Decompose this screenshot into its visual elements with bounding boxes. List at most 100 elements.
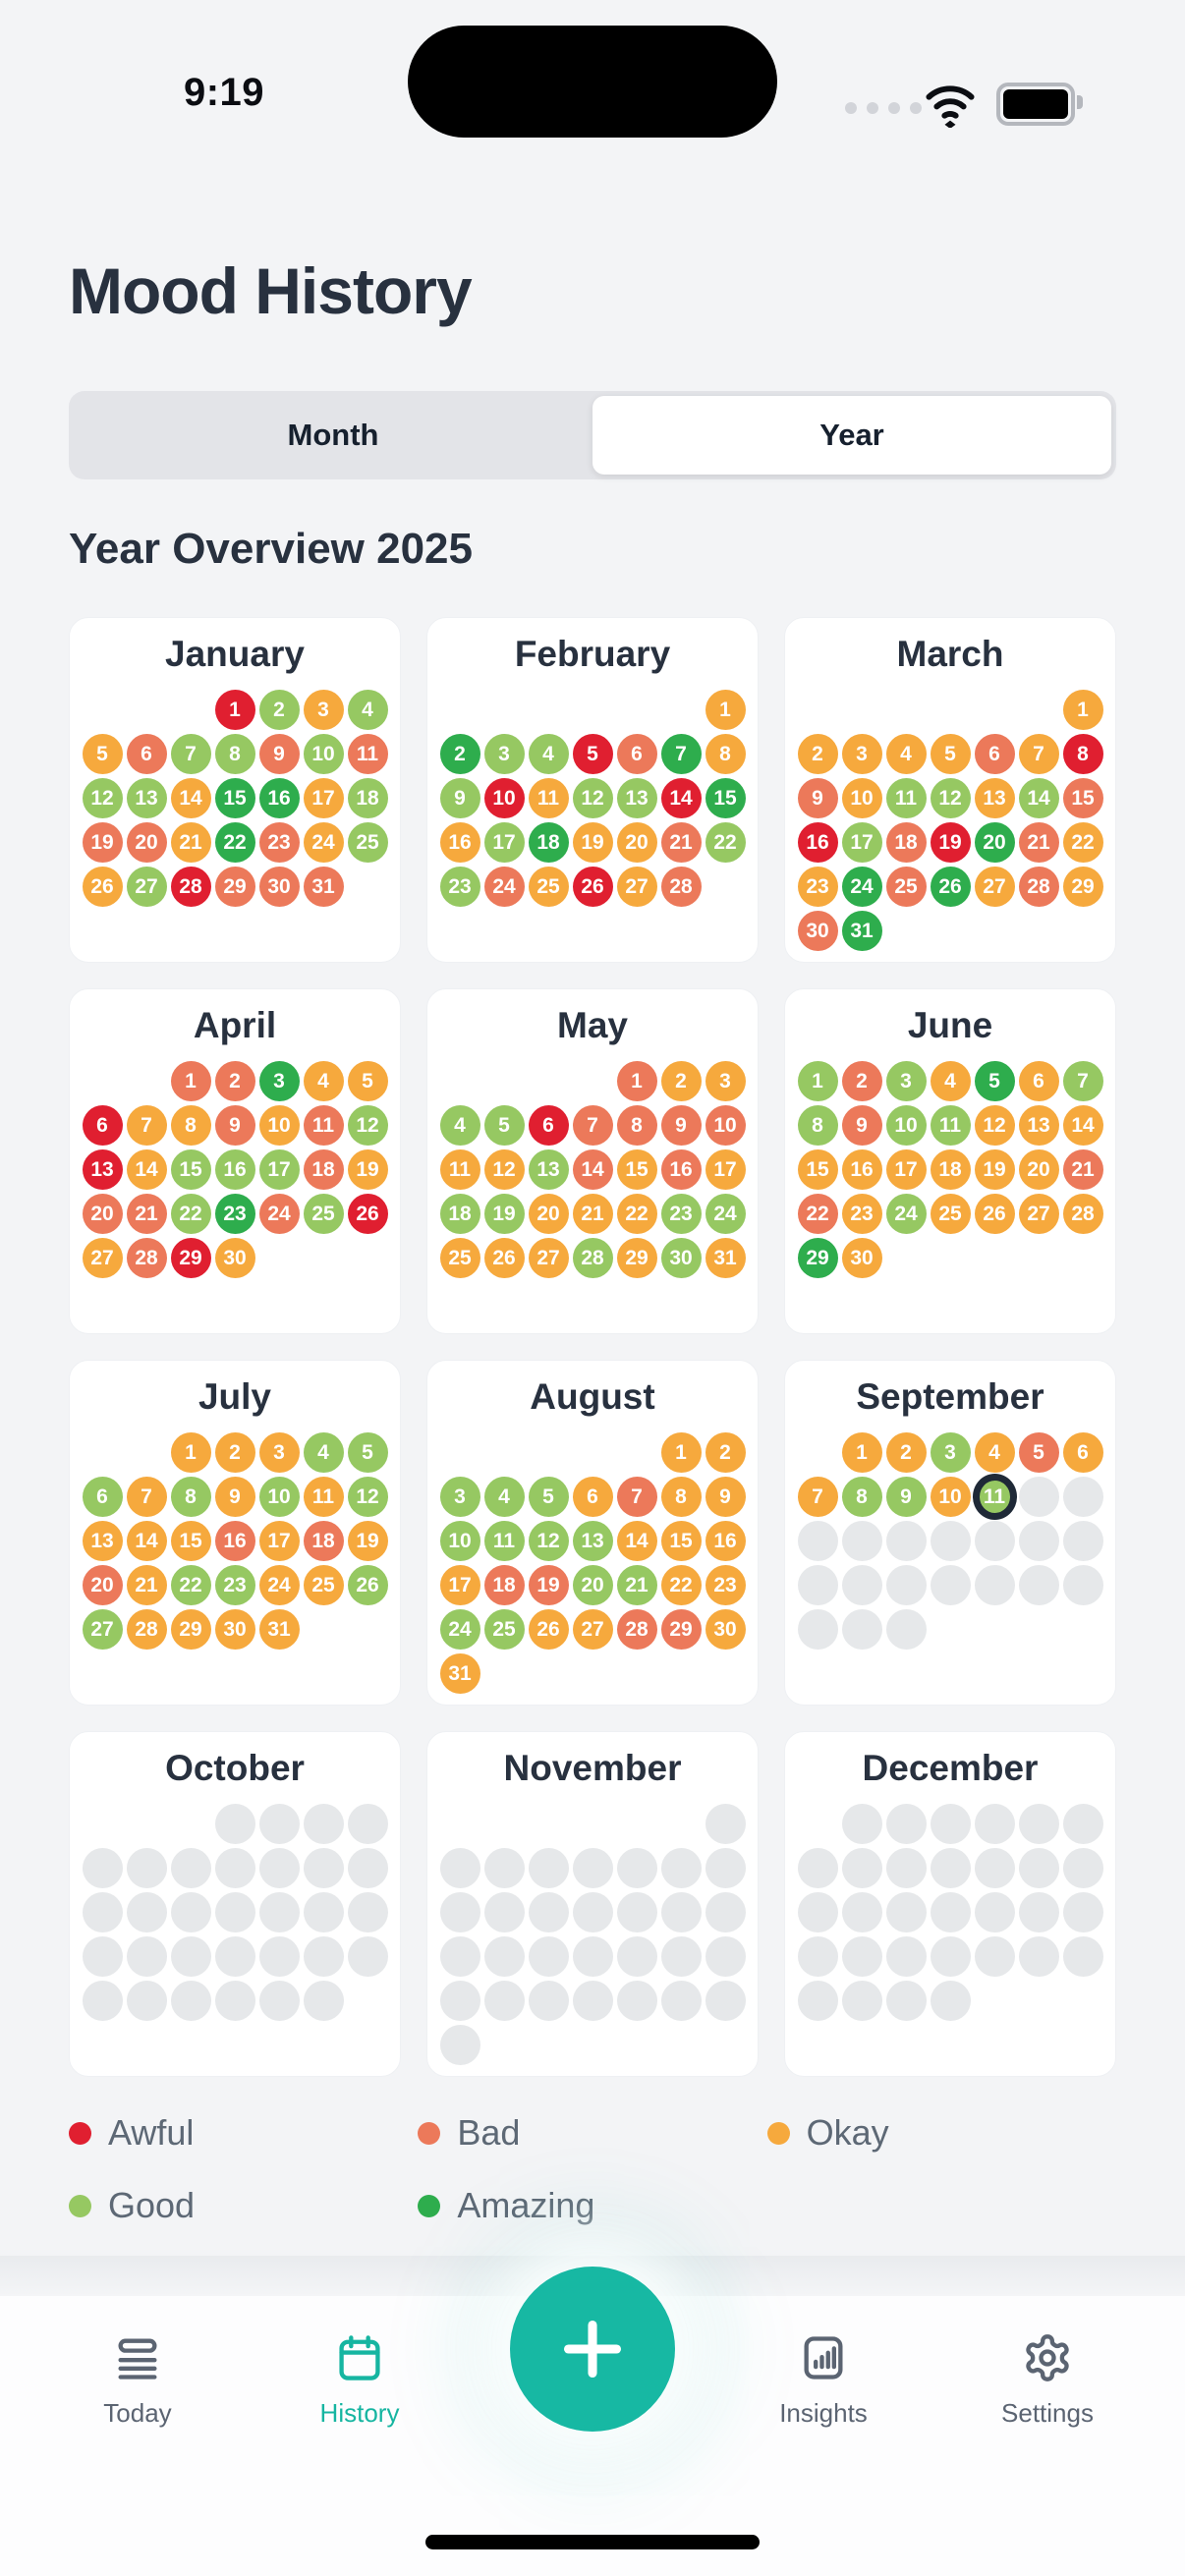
day-october-30-future[interactable]	[258, 1981, 300, 2021]
day-july-14-okay[interactable]: 14	[126, 1521, 167, 1561]
day-december-19-future[interactable]	[1018, 1892, 1059, 1932]
day-april-12-good[interactable]: 12	[347, 1105, 388, 1146]
day-july-2-okay[interactable]: 2	[214, 1432, 255, 1473]
day-december-6-future[interactable]	[1062, 1804, 1103, 1844]
day-february-4-good[interactable]: 4	[528, 734, 569, 774]
day-november-26-future[interactable]	[572, 1981, 613, 2021]
day-november-8-future[interactable]	[705, 1848, 746, 1888]
day-january-27-good[interactable]: 27	[126, 867, 167, 907]
day-september-29-future[interactable]	[841, 1609, 882, 1650]
day-june-8-good[interactable]: 8	[797, 1105, 838, 1146]
day-may-25-okay[interactable]: 25	[439, 1238, 480, 1278]
day-may-11-okay[interactable]: 11	[439, 1149, 480, 1190]
day-march-12-good[interactable]: 12	[930, 778, 971, 818]
day-september-8-good[interactable]: 8	[841, 1477, 882, 1517]
day-october-11-future[interactable]	[347, 1848, 388, 1888]
day-march-11-good[interactable]: 11	[885, 778, 927, 818]
day-october-1-future[interactable]	[214, 1804, 255, 1844]
day-december-16-future[interactable]	[885, 1892, 927, 1932]
day-march-2-okay[interactable]: 2	[797, 734, 838, 774]
day-august-19-bad[interactable]: 19	[528, 1565, 569, 1605]
day-april-19-okay[interactable]: 19	[347, 1149, 388, 1190]
day-december-28-future[interactable]	[797, 1981, 838, 2021]
day-february-21-bad[interactable]: 21	[660, 822, 702, 863]
day-july-10-good[interactable]: 10	[258, 1477, 300, 1517]
day-november-17-future[interactable]	[483, 1936, 525, 1977]
day-september-26-future[interactable]	[1018, 1565, 1059, 1605]
day-september-28-future[interactable]	[797, 1609, 838, 1650]
day-may-13-good[interactable]: 13	[528, 1149, 569, 1190]
day-october-21-future[interactable]	[170, 1936, 211, 1977]
day-december-15-future[interactable]	[841, 1892, 882, 1932]
day-november-28-future[interactable]	[660, 1981, 702, 2021]
day-december-10-future[interactable]	[930, 1848, 971, 1888]
day-october-15-future[interactable]	[214, 1892, 255, 1932]
day-january-13-good[interactable]: 13	[126, 778, 167, 818]
day-may-8-bad[interactable]: 8	[616, 1105, 657, 1146]
day-june-1-good[interactable]: 1	[797, 1061, 838, 1101]
day-february-22-good[interactable]: 22	[705, 822, 746, 863]
day-january-12-good[interactable]: 12	[82, 778, 123, 818]
day-july-17-okay[interactable]: 17	[258, 1521, 300, 1561]
day-may-7-bad[interactable]: 7	[572, 1105, 613, 1146]
day-may-3-okay[interactable]: 3	[705, 1061, 746, 1101]
day-december-12-future[interactable]	[1018, 1848, 1059, 1888]
day-january-16-amazing[interactable]: 16	[258, 778, 300, 818]
day-november-5-future[interactable]	[572, 1848, 613, 1888]
day-june-21-bad[interactable]: 21	[1062, 1149, 1103, 1190]
day-february-11-okay[interactable]: 11	[528, 778, 569, 818]
day-february-19-okay[interactable]: 19	[572, 822, 613, 863]
day-november-29-future[interactable]	[705, 1981, 746, 2021]
day-february-15-amazing[interactable]: 15	[705, 778, 746, 818]
day-september-12-future[interactable]	[1018, 1477, 1059, 1517]
day-september-15-future[interactable]	[841, 1521, 882, 1561]
day-july-25-okay[interactable]: 25	[303, 1565, 344, 1605]
day-march-9-bad[interactable]: 9	[797, 778, 838, 818]
day-december-21-future[interactable]	[797, 1936, 838, 1977]
day-november-2-future[interactable]	[439, 1848, 480, 1888]
day-october-2-future[interactable]	[258, 1804, 300, 1844]
day-march-26-amazing[interactable]: 26	[930, 867, 971, 907]
day-august-22-okay[interactable]: 22	[660, 1565, 702, 1605]
day-july-29-okay[interactable]: 29	[170, 1609, 211, 1650]
day-january-3-okay[interactable]: 3	[303, 690, 344, 730]
day-january-22-amazing[interactable]: 22	[214, 822, 255, 863]
day-august-28-bad[interactable]: 28	[616, 1609, 657, 1650]
day-september-30-future[interactable]	[885, 1609, 927, 1650]
day-may-18-good[interactable]: 18	[439, 1194, 480, 1234]
day-april-20-bad[interactable]: 20	[82, 1194, 123, 1234]
day-november-24-future[interactable]	[483, 1981, 525, 2021]
day-july-22-good[interactable]: 22	[170, 1565, 211, 1605]
day-november-20-future[interactable]	[616, 1936, 657, 1977]
day-august-5-good[interactable]: 5	[528, 1477, 569, 1517]
day-march-24-amazing[interactable]: 24	[841, 867, 882, 907]
day-june-12-okay[interactable]: 12	[974, 1105, 1015, 1146]
day-october-17-future[interactable]	[303, 1892, 344, 1932]
day-may-4-good[interactable]: 4	[439, 1105, 480, 1146]
day-march-6-bad[interactable]: 6	[974, 734, 1015, 774]
day-september-16-future[interactable]	[885, 1521, 927, 1561]
day-january-10-good[interactable]: 10	[303, 734, 344, 774]
day-october-9-future[interactable]	[258, 1848, 300, 1888]
tab-settings[interactable]: Settings	[954, 2332, 1141, 2429]
day-may-27-okay[interactable]: 27	[528, 1238, 569, 1278]
day-september-6-okay[interactable]: 6	[1062, 1432, 1103, 1473]
day-august-9-okay[interactable]: 9	[705, 1477, 746, 1517]
day-april-18-bad[interactable]: 18	[303, 1149, 344, 1190]
day-july-16-bad[interactable]: 16	[214, 1521, 255, 1561]
day-february-16-okay[interactable]: 16	[439, 822, 480, 863]
day-march-29-okay[interactable]: 29	[1062, 867, 1103, 907]
day-may-6-awful[interactable]: 6	[528, 1105, 569, 1146]
day-november-27-future[interactable]	[616, 1981, 657, 2021]
day-july-23-good[interactable]: 23	[214, 1565, 255, 1605]
day-february-2-amazing[interactable]: 2	[439, 734, 480, 774]
day-november-1-future[interactable]	[705, 1804, 746, 1844]
day-september-1-okay[interactable]: 1	[841, 1432, 882, 1473]
day-april-7-okay[interactable]: 7	[126, 1105, 167, 1146]
day-january-20-bad[interactable]: 20	[126, 822, 167, 863]
day-december-9-future[interactable]	[885, 1848, 927, 1888]
day-august-13-good[interactable]: 13	[572, 1521, 613, 1561]
day-november-13-future[interactable]	[616, 1892, 657, 1932]
day-june-5-amazing[interactable]: 5	[974, 1061, 1015, 1101]
day-march-3-okay[interactable]: 3	[841, 734, 882, 774]
